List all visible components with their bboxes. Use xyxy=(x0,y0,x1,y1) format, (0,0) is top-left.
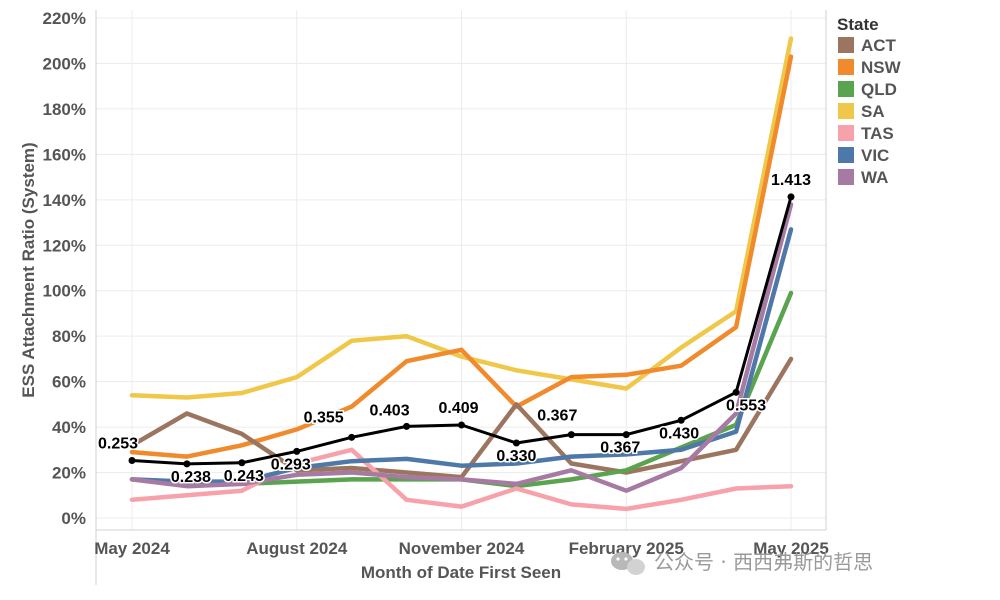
data-point-marker xyxy=(293,447,301,455)
legend-swatch xyxy=(838,169,854,185)
x-tick-label: August 2024 xyxy=(246,539,348,558)
data-point-marker xyxy=(238,459,246,467)
legend-swatch xyxy=(838,147,854,163)
legend-label: QLD xyxy=(861,80,897,99)
data-point-marker xyxy=(567,431,575,439)
data-label: 0.253 xyxy=(98,436,138,453)
y-tick-label: 220% xyxy=(43,9,86,28)
y-tick-label: 180% xyxy=(43,100,86,119)
data-label: 0.430 xyxy=(659,425,699,442)
legend-swatch xyxy=(838,81,854,97)
legend-title: State xyxy=(837,15,879,34)
data-point-marker xyxy=(732,388,740,396)
data-label: 0.403 xyxy=(370,402,410,419)
data-point-marker xyxy=(348,433,356,441)
y-tick-label: 120% xyxy=(43,236,86,255)
series-line-nsw xyxy=(129,54,794,459)
data-point-marker xyxy=(787,193,795,201)
legend: State ACT NSW QLD SA TAS VIC WA xyxy=(837,15,902,187)
data-label: 1.413 xyxy=(771,172,811,189)
data-point-marker xyxy=(458,421,465,429)
x-tick-label: February 2025 xyxy=(569,539,684,558)
data-label: 0.238 xyxy=(171,469,211,486)
x-tick-label: November 2024 xyxy=(399,539,525,558)
legend-label: SA xyxy=(861,102,885,121)
y-tick-label: 140% xyxy=(43,191,86,210)
legend-label: WA xyxy=(861,168,888,187)
data-label: 0.330 xyxy=(496,448,536,465)
series-line-act xyxy=(129,356,794,480)
x-tick-label: May 2024 xyxy=(94,539,170,558)
legend-label: NSW xyxy=(861,58,902,77)
series-line-vic xyxy=(129,227,794,484)
data-label: 0.409 xyxy=(438,400,478,417)
data-label: 0.243 xyxy=(224,468,264,485)
legend-swatch xyxy=(838,59,854,75)
data-point-marker xyxy=(403,422,411,430)
x-axis-ticks: May 2024 August 2024 November 2024 February… xyxy=(94,539,829,558)
y-axis-title: ESS Attachment Ratio (System) xyxy=(19,142,38,397)
data-point-marker xyxy=(128,457,136,464)
y-tick-label: 80% xyxy=(52,327,86,346)
series-layer xyxy=(128,36,795,512)
y-tick-label: 20% xyxy=(52,464,86,483)
series-line-wa xyxy=(129,202,794,493)
data-label: 0.355 xyxy=(304,409,344,426)
data-point-marker xyxy=(183,460,191,468)
series-line-sa xyxy=(129,36,794,400)
watermark: 公众号 · 西西弗斯的哲思 xyxy=(611,550,873,575)
data-point-marker xyxy=(677,416,685,424)
legend-label: ACT xyxy=(861,36,897,55)
y-tick-label: 200% xyxy=(43,54,86,73)
data-label: 0.293 xyxy=(271,456,311,473)
data-point-marker xyxy=(512,439,520,447)
series-line-tas xyxy=(129,447,794,512)
y-tick-label: 40% xyxy=(52,418,86,437)
data-label: 0.553 xyxy=(726,397,766,414)
watermark-text: 公众号 · 西西弗斯的哲思 xyxy=(654,550,873,574)
y-tick-label: 0% xyxy=(61,509,86,528)
legend-label: TAS xyxy=(861,124,894,143)
legend-label: VIC xyxy=(861,146,889,165)
data-label: 0.367 xyxy=(537,408,577,425)
x-axis-title: Month of Date First Seen xyxy=(361,563,561,582)
legend-swatch xyxy=(838,103,854,119)
legend-swatch xyxy=(838,37,854,53)
y-tick-label: 60% xyxy=(52,373,86,392)
y-tick-label: 160% xyxy=(43,145,86,164)
x-tick-label: May 2025 xyxy=(753,539,829,558)
legend-swatch xyxy=(838,125,854,141)
wechat-icon xyxy=(611,552,645,575)
data-point-marker xyxy=(622,431,630,439)
data-labels: 0.253 0.238 0.243 0.293 0.355 0.403 0.409 0.330… xyxy=(96,170,812,487)
data-label: 0.367 xyxy=(600,440,640,457)
y-tick-label: 100% xyxy=(43,282,86,301)
y-axis-ticks: 0% 20% 40% 60% 80% 100% 120% 140% 160% 180% 200% 22… xyxy=(43,9,86,528)
